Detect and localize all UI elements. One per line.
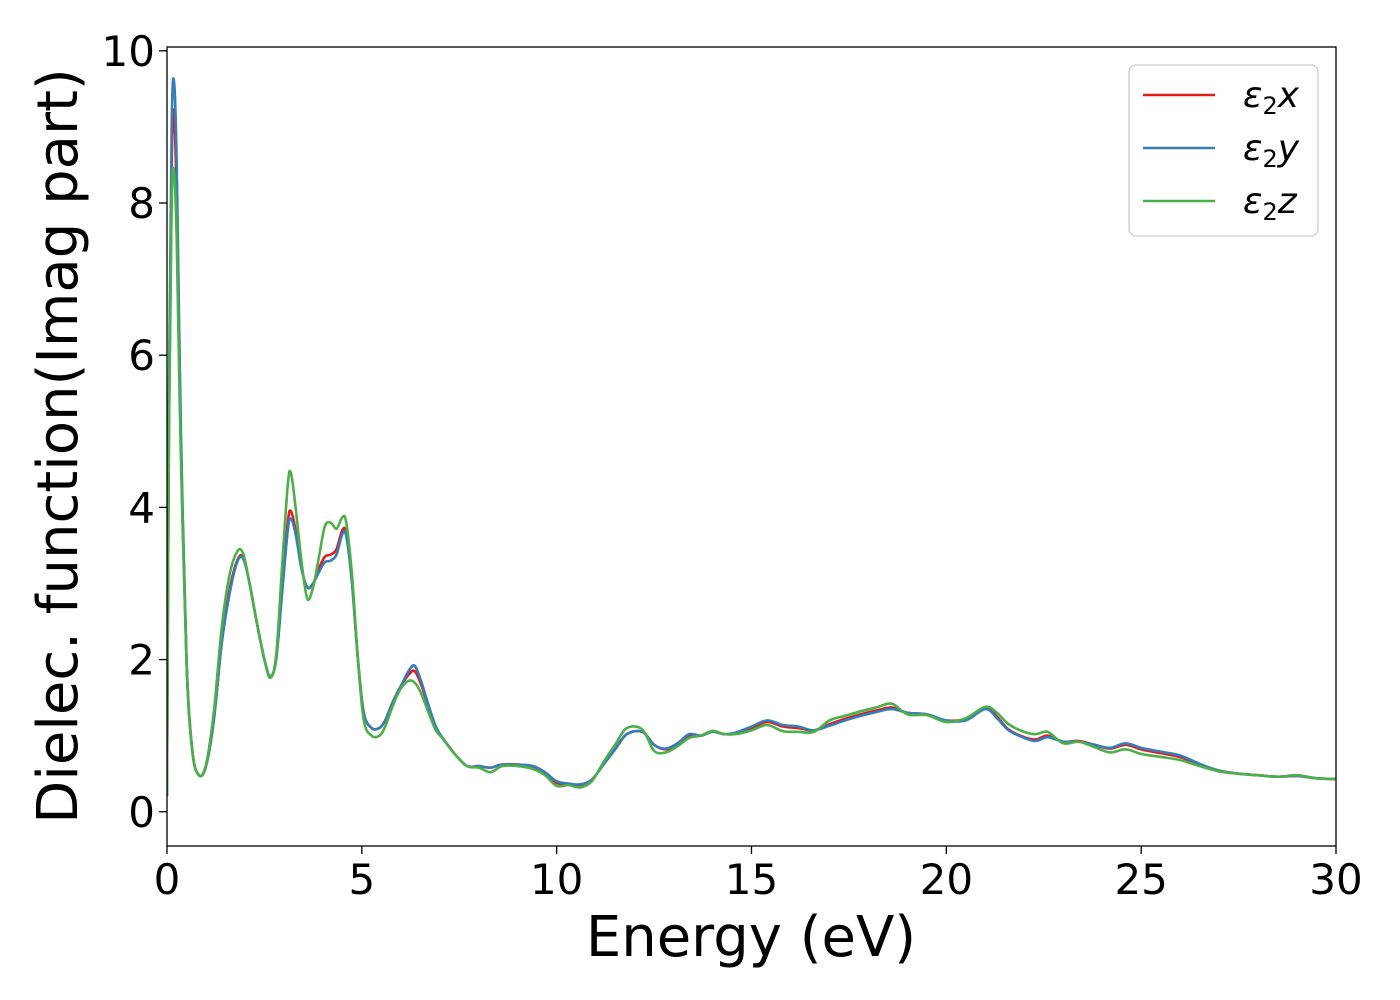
x-tick-label: 0 [154,855,181,904]
y-tick-label: 6 [128,331,155,380]
y-tick-label: 10 [102,27,155,76]
x-axis: 0 5 10 15 20 25 30 [154,846,1363,904]
x-tick-label: 10 [530,855,583,904]
x-tick-label: 20 [920,855,973,904]
legend-label-x: ε2x [1243,75,1300,120]
y-tick-label: 8 [128,179,155,228]
series-line-y [167,77,1336,797]
x-tick-label: 15 [725,855,778,904]
x-tick-label: 5 [348,855,375,904]
y-tick-label: 4 [128,483,155,532]
legend-box [1128,64,1319,237]
x-axis-label: Energy (eV) [586,905,916,970]
legend-label-z: ε2z [1243,181,1298,226]
series-line-z [167,166,1336,797]
legend-label-y: ε2y [1243,128,1300,173]
y-axis: 0 2 4 6 8 10 [102,27,167,837]
x-tick-label: 25 [1114,855,1167,904]
y-tick-label: 0 [128,788,155,837]
y-axis-label: Dielec. function(Imag part) [26,68,91,824]
series-layer [167,77,1336,797]
x-tick-label: 30 [1309,855,1362,904]
y-tick-label: 2 [128,636,155,685]
legend: ε2x ε2y ε2z [1128,64,1319,237]
